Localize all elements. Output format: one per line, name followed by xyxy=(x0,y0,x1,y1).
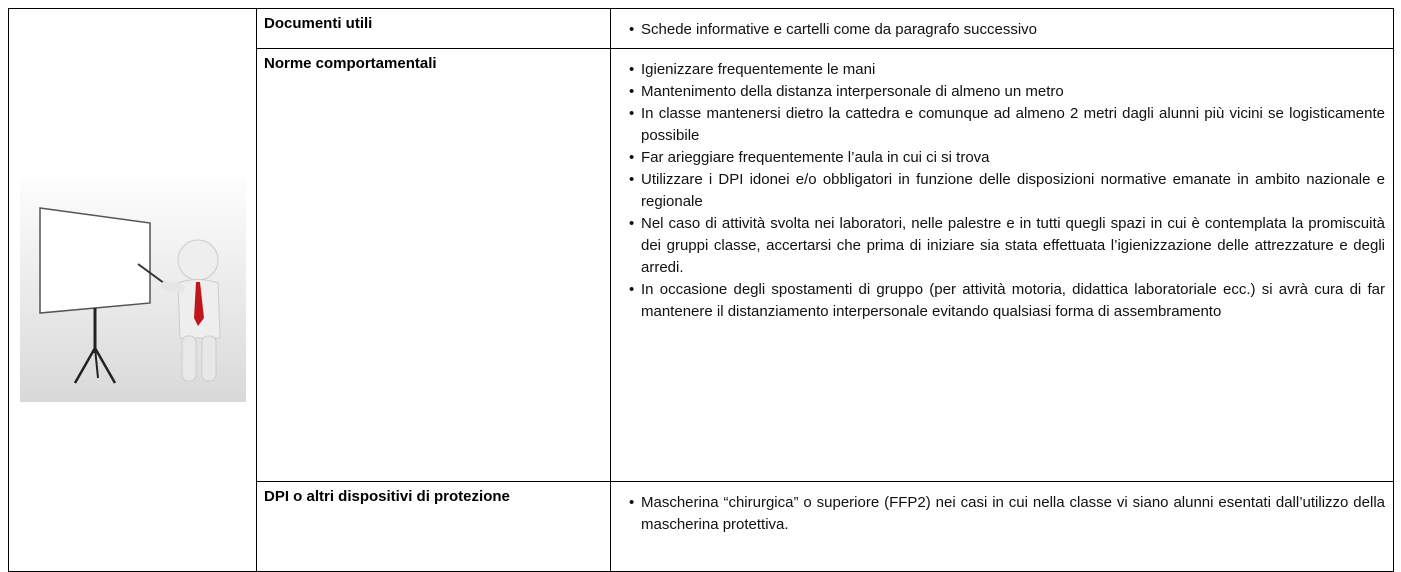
bullet-item: In classe mantenersi dietro la cattedra … xyxy=(629,103,1385,147)
bullet-list: Mascherina “chirurgica” o superiore (FFP… xyxy=(629,492,1385,536)
bullet-item: Mascherina “chirurgica” o superiore (FFP… xyxy=(629,492,1385,536)
bullet-item: In occasione degli spostamenti di gruppo… xyxy=(629,279,1385,323)
row-content: Mascherina “chirurgica” o superiore (FFP… xyxy=(610,481,1394,572)
row-label: Documenti utili xyxy=(256,8,611,49)
bullet-item: Nel caso di attività svolta nei laborato… xyxy=(629,213,1385,279)
row-content: Schede informative e cartelli come da pa… xyxy=(610,8,1394,49)
image-cell xyxy=(8,8,257,572)
row-label: Norme comportamentali xyxy=(256,48,611,482)
bullet-item: Schede informative e cartelli come da pa… xyxy=(629,19,1385,41)
illustration xyxy=(19,178,246,402)
row-content: Igienizzare frequentemente le maniManten… xyxy=(610,48,1394,482)
table-row: Norme comportamentaliIgienizzare frequen… xyxy=(9,48,1394,482)
bullet-item: Igienizzare frequentemente le mani xyxy=(629,59,1385,81)
row-label: DPI o altri dispositivi di protezione xyxy=(256,481,611,572)
table-row: DPI o altri dispositivi di protezione Mas… xyxy=(9,481,1394,572)
bullet-list: Schede informative e cartelli come da pa… xyxy=(629,19,1385,41)
table-row: Documenti utili Schede informative e cart… xyxy=(8,8,1394,572)
bullet-list: Igienizzare frequentemente le maniManten… xyxy=(629,59,1385,323)
bullet-item: Far arieggiare frequentemente l’aula in … xyxy=(629,147,1385,169)
bullet-item: Mantenimento della distanza interpersona… xyxy=(629,81,1385,103)
bullet-item: Utilizzare i DPI idonei e/o obbligatori … xyxy=(629,169,1385,213)
table-body: Documenti utili Schede informative e cart… xyxy=(8,8,1394,572)
table: Documenti utili Schede informative e cart… xyxy=(8,8,1394,572)
